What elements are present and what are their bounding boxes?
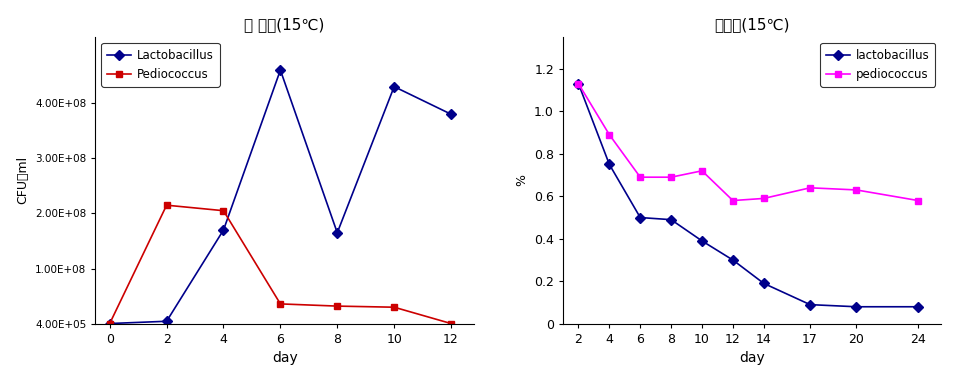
X-axis label: day: day [272,351,298,365]
pediococcus [851,188,862,192]
pediococcus [573,81,584,86]
Pediococcus [445,321,457,326]
lactobacillus [758,281,769,286]
Line: pediococcus: pediococcus [575,80,922,204]
Title: 환원당(15℃): 환원당(15℃) [715,17,790,32]
Lactobacillus [104,321,116,326]
lactobacillus [805,302,816,307]
Pediococcus [331,304,343,308]
Pediococcus [104,321,116,326]
Line: Pediococcus: Pediococcus [106,202,454,327]
pediococcus [604,133,615,137]
lactobacillus [727,258,739,262]
lactobacillus [696,239,708,243]
lactobacillus [604,162,615,167]
Lactobacillus [331,230,343,235]
Lactobacillus [445,112,457,117]
lactobacillus [851,304,862,309]
pediococcus [696,168,708,173]
pediococcus [758,196,769,201]
Lactobacillus [388,84,399,89]
Lactobacillus [217,228,229,232]
Pediococcus [275,302,286,306]
Pediococcus [217,209,229,213]
Pediococcus [161,203,172,207]
lactobacillus [634,215,646,220]
lactobacillus [573,81,584,86]
pediococcus [666,175,677,180]
Title: 총 균수(15℃): 총 균수(15℃) [244,17,325,32]
pediococcus [727,198,739,203]
Line: Lactobacillus: Lactobacillus [106,66,454,327]
pediococcus [805,186,816,190]
pediococcus [634,175,646,180]
Line: lactobacillus: lactobacillus [575,80,922,310]
Pediococcus [388,305,399,309]
lactobacillus [912,304,924,309]
Legend: Lactobacillus, Pediococcus: Lactobacillus, Pediococcus [102,43,219,87]
Lactobacillus [161,319,172,324]
lactobacillus [666,217,677,222]
pediococcus [912,198,924,203]
X-axis label: day: day [740,351,765,365]
Y-axis label: %: % [515,174,529,186]
Lactobacillus [275,68,286,72]
Y-axis label: CFU／ml: CFU／ml [16,156,30,204]
Legend: lactobacillus, pediococcus: lactobacillus, pediococcus [820,43,935,87]
